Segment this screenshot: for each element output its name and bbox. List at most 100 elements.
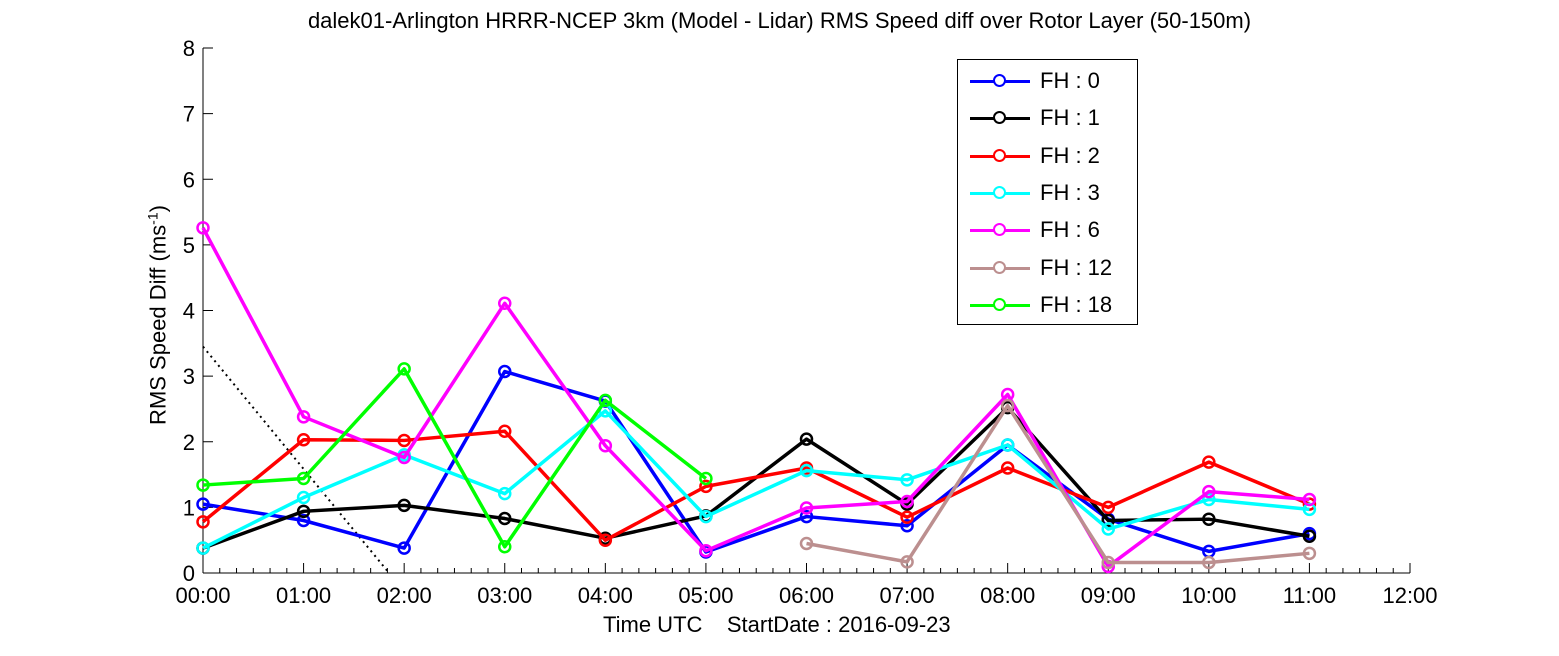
legend-entry: FH : 0 [958, 66, 1139, 96]
x-axis-label: Time UTC StartDate : 2016-09-23 [603, 612, 951, 637]
data-point [799, 501, 814, 515]
data-point [1302, 492, 1317, 507]
data-point [1101, 513, 1115, 528]
y-tick-label: 1 [183, 495, 195, 520]
y-axis-label-main: RMS Speed Diff (ms [145, 224, 171, 425]
x-tick-label: 06:00 [779, 583, 834, 608]
data-point [699, 543, 713, 558]
data-point [1101, 555, 1115, 570]
data-point [397, 498, 411, 513]
data-point [498, 540, 512, 554]
data-point [699, 479, 713, 494]
data-point [598, 393, 613, 408]
data-point [1202, 484, 1216, 499]
data-point [498, 486, 512, 501]
legend-entry: FH : 2 [958, 141, 1139, 171]
series-line [202, 367, 707, 549]
data-point [1101, 522, 1115, 536]
data-point [498, 511, 512, 526]
data-point [1101, 500, 1115, 515]
data-point [296, 471, 311, 486]
data-point [598, 533, 613, 547]
data-point [1202, 492, 1216, 507]
y-tick-label: 8 [183, 36, 195, 61]
data-point [799, 509, 814, 524]
data-point [397, 541, 411, 555]
data-point [196, 478, 210, 492]
data-point [1000, 461, 1015, 475]
x-tick-label: 11:00 [1283, 583, 1336, 608]
data-point [900, 555, 914, 569]
x-tick-label: 00:00 [175, 583, 230, 608]
data-point [196, 221, 210, 235]
series-3 [196, 424, 1317, 547]
legend-swatch-marker [993, 223, 1006, 237]
data-point [296, 504, 311, 519]
data-point [900, 519, 914, 533]
series-group [196, 221, 1317, 574]
data-point [296, 513, 311, 528]
legend: FH : 0 FH : 1 FH : 2 FH : 3 FH : 6 FH : 12 FH … [957, 59, 1138, 325]
series-7 [196, 362, 713, 554]
legend-swatch-marker [993, 111, 1006, 125]
x-tick-label: 01:00 [276, 583, 331, 608]
data-point [498, 424, 512, 438]
legend-entry: FH : 18 [958, 290, 1139, 320]
legend-entry: FH : 6 [958, 215, 1139, 245]
x-tick-label: 10:00 [1181, 583, 1236, 608]
data-point [196, 515, 210, 529]
legend-label: FH : 18 [1040, 291, 1113, 317]
dotted-reference-line [202, 345, 390, 574]
data-point [196, 497, 210, 511]
data-point [1000, 398, 1015, 413]
legend-label: FH : 3 [1040, 179, 1100, 205]
y-axis-label-unit-exponent: -1 [144, 212, 161, 225]
y-axis-label: RMS Speed Diff (ms-1) [144, 205, 171, 425]
data-point [498, 364, 512, 379]
legend-swatch-marker [993, 74, 1006, 87]
data-point [397, 362, 411, 376]
x-tick-label: 09:00 [1081, 583, 1136, 608]
data-point [196, 541, 210, 555]
y-axis-label-close: ) [145, 205, 171, 213]
legend-label: FH : 0 [1040, 68, 1100, 93]
reference-line [202, 345, 390, 574]
legend-swatch-marker [993, 148, 1006, 162]
legend-swatch-marker [993, 260, 1006, 274]
legend-entry: FH : 1 [958, 103, 1139, 133]
data-point [397, 433, 411, 448]
x-tick-label: 02:00 [377, 583, 432, 608]
data-point [900, 510, 914, 524]
series-line [806, 403, 1310, 565]
data-point [296, 410, 311, 424]
x-tick-label: 12:00 [1382, 583, 1437, 608]
x-tick-label: 03:00 [477, 583, 532, 608]
series-line [201, 226, 1310, 569]
y-tick-label: 4 [183, 299, 195, 324]
data-point [1302, 529, 1317, 543]
series-line [202, 369, 1310, 554]
x-tick-label: 07:00 [880, 583, 935, 608]
data-point [1202, 455, 1216, 469]
x-tick-label: 08:00 [980, 583, 1035, 608]
axes: 00:00 01:00 02:00 03:00 04:00 05:00 06:00 07:00… [175, 36, 1437, 608]
legend-label: FH : 2 [1040, 142, 1100, 168]
data-point [900, 494, 914, 509]
data-point [900, 473, 914, 487]
series-line [201, 429, 1311, 542]
data-point [799, 536, 814, 551]
y-tick-label: 7 [183, 102, 195, 127]
legend-swatch-marker [993, 297, 1006, 311]
series-5 [196, 221, 1317, 574]
legend-swatch-marker [993, 185, 1006, 199]
legend-entry: FH : 3 [958, 178, 1139, 208]
y-tick-label: 2 [183, 430, 195, 455]
data-point [699, 509, 713, 524]
data-point [799, 463, 814, 478]
data-point [296, 490, 311, 505]
data-point [1202, 512, 1216, 526]
data-point [1302, 546, 1317, 561]
x-tick-label: 05:00 [678, 583, 733, 608]
y-tick-label: 5 [183, 233, 195, 258]
